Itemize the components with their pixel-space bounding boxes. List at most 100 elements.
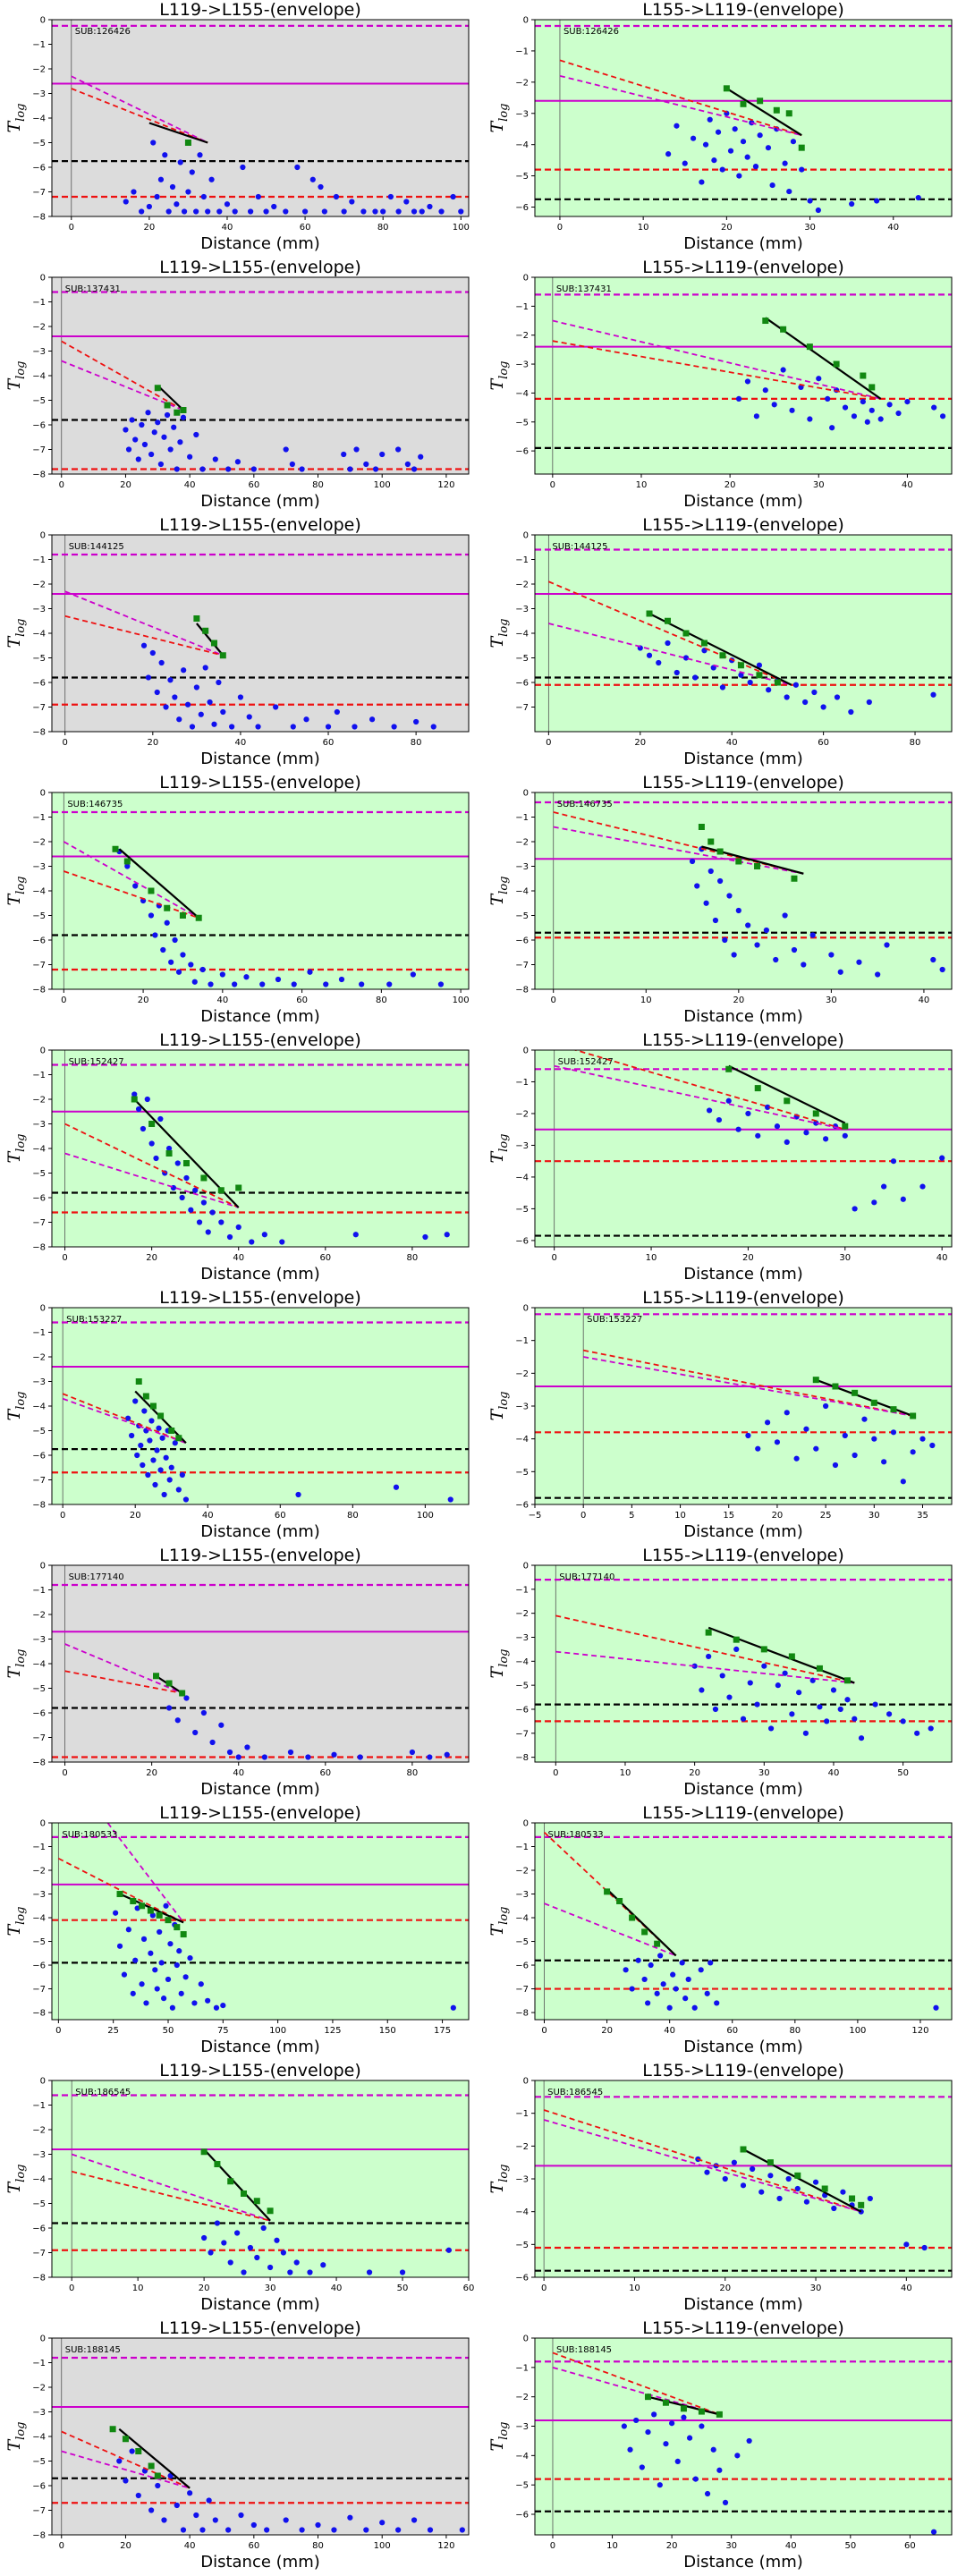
data-point-blue: [191, 2000, 198, 2006]
y-tick-label: −1: [32, 1071, 46, 1080]
data-point-blue: [872, 1701, 878, 1707]
y-tick-label: −4: [515, 1657, 529, 1667]
data-point-blue: [303, 716, 309, 723]
data-point-green: [131, 1096, 138, 1103]
data-point-blue: [719, 684, 726, 691]
chart-svg: 0 20 40 60 80 100 120 0 −1 −2 −3 −4 −5 −6 −7 −8 L119->L1…: [4, 2318, 470, 2572]
data-point-blue: [825, 395, 831, 402]
plot-frame: [534, 276, 953, 475]
data-point-blue: [185, 189, 191, 195]
data-point-blue: [192, 1729, 199, 1736]
data-point-green: [785, 110, 792, 117]
y-tick-label: −4: [515, 1914, 529, 1924]
data-point-blue: [179, 1194, 185, 1201]
data-point-blue: [132, 436, 139, 443]
data-point-blue: [815, 207, 821, 214]
data-point-blue: [716, 2467, 723, 2473]
fit-line-magenta: [544, 1902, 677, 1957]
data-point-blue: [199, 2527, 206, 2533]
data-point-blue: [663, 2441, 669, 2447]
data-point-green: [680, 2405, 687, 2412]
chart-title: L119->L155-(envelope): [159, 1546, 360, 1565]
subject-label: SUB:126426: [75, 27, 131, 37]
x-tick-label: 80: [312, 2541, 324, 2551]
data-point-green: [227, 2178, 234, 2185]
fit-line-black: [708, 1626, 855, 1684]
chart-title: L155->L119-(envelope): [642, 258, 843, 277]
x-axis-label: Distance (mm): [683, 2295, 803, 2314]
data-point-blue: [116, 2458, 123, 2464]
data-point-green: [202, 627, 209, 634]
x-tick-label: 40: [828, 1768, 840, 1778]
data-point-blue: [871, 1199, 877, 1206]
data-point-blue: [333, 193, 340, 200]
data-point-blue: [141, 1408, 148, 1414]
data-point-green: [733, 1636, 740, 1643]
data-point-green: [156, 1911, 163, 1919]
data-point-blue: [240, 164, 246, 171]
x-tick-label: 25: [820, 1511, 832, 1521]
data-point-blue: [273, 704, 279, 710]
data-point-blue: [735, 395, 742, 402]
data-point-blue: [175, 1487, 182, 1493]
data-point-blue: [869, 407, 875, 413]
data-point-blue: [726, 1694, 733, 1700]
data-point-green: [849, 2195, 856, 2202]
data-point-blue: [747, 1680, 753, 1686]
x-tick-label: 0: [62, 1253, 67, 1263]
data-point-blue: [124, 863, 131, 869]
x-tick-label: 20: [199, 2284, 210, 2293]
fit-line-magenta: [548, 623, 792, 686]
x-tick-label: 10: [132, 2284, 144, 2293]
x-axis-label: Distance (mm): [683, 492, 803, 511]
y-tick-label: −6: [515, 1501, 529, 1511]
data-point-blue: [160, 946, 166, 953]
data-point-blue: [180, 952, 186, 958]
data-point-blue: [812, 2179, 819, 2185]
data-point-blue: [816, 376, 822, 382]
x-tick-label: 100: [849, 2026, 866, 2036]
chart-panel: 0 20 40 60 80 100 0 −1 −2 −3 −4 −5 −6 −7 −8 L119->L155-…: [0, 0, 483, 258]
data-point-blue: [762, 387, 768, 394]
x-axis-label: Distance (mm): [683, 2553, 803, 2572]
y-tick-label: −4: [32, 2175, 46, 2185]
data-point-blue: [725, 1097, 732, 1104]
data-point-blue: [776, 2195, 783, 2202]
data-point-blue: [789, 407, 795, 413]
fit-line-red: [64, 1123, 240, 1208]
y-tick-label: −2: [515, 838, 529, 848]
data-point-blue: [774, 1439, 781, 1445]
data-point-blue: [844, 1697, 851, 1703]
data-point-blue: [706, 1107, 713, 1114]
data-point-blue: [837, 969, 843, 975]
y-tick-label: −5: [515, 1682, 529, 1691]
chart-panel: 0 10 20 30 40 50 60 0 −1 −2 −3 −4 −5 −6 −7 −8 L119->L155…: [0, 2061, 483, 2318]
data-point-green: [821, 2185, 828, 2192]
fit-line-black: [742, 2148, 862, 2213]
y-tick-label: −4: [32, 2433, 46, 2443]
data-point-blue: [791, 946, 798, 953]
chart-title: L119->L155-(envelope): [159, 258, 360, 277]
x-tick-label: 20: [666, 2541, 678, 2551]
data-point-green: [184, 140, 191, 146]
chart-title: L119->L155-(envelope): [159, 1030, 360, 1050]
data-point-green: [165, 1680, 173, 1687]
data-point-blue: [172, 936, 178, 944]
data-point-blue: [174, 1962, 180, 1969]
data-point-green: [833, 360, 840, 368]
y-tick-label: −5: [32, 1169, 46, 1179]
data-point-blue: [232, 208, 238, 215]
data-point-blue: [174, 466, 180, 472]
y-axis-label: Tlog: [487, 2422, 511, 2452]
y-tick-label: −1: [32, 1843, 46, 1852]
data-point-blue: [726, 893, 733, 899]
x-tick-label: 80: [407, 1768, 419, 1778]
data-point-blue: [641, 1976, 648, 1983]
chart-panel: 0 20 40 60 80 100 120 0 −1 −2 −3 −4 −5 −6 −7 −8 L119->L1…: [0, 258, 483, 515]
data-point-blue: [157, 1467, 164, 1473]
data-point-blue: [852, 1206, 858, 1212]
data-point-blue: [890, 1429, 897, 1436]
y-tick-label: −5: [515, 172, 529, 182]
x-tick-label: 20: [146, 1768, 157, 1778]
data-point-blue: [116, 1943, 123, 1949]
